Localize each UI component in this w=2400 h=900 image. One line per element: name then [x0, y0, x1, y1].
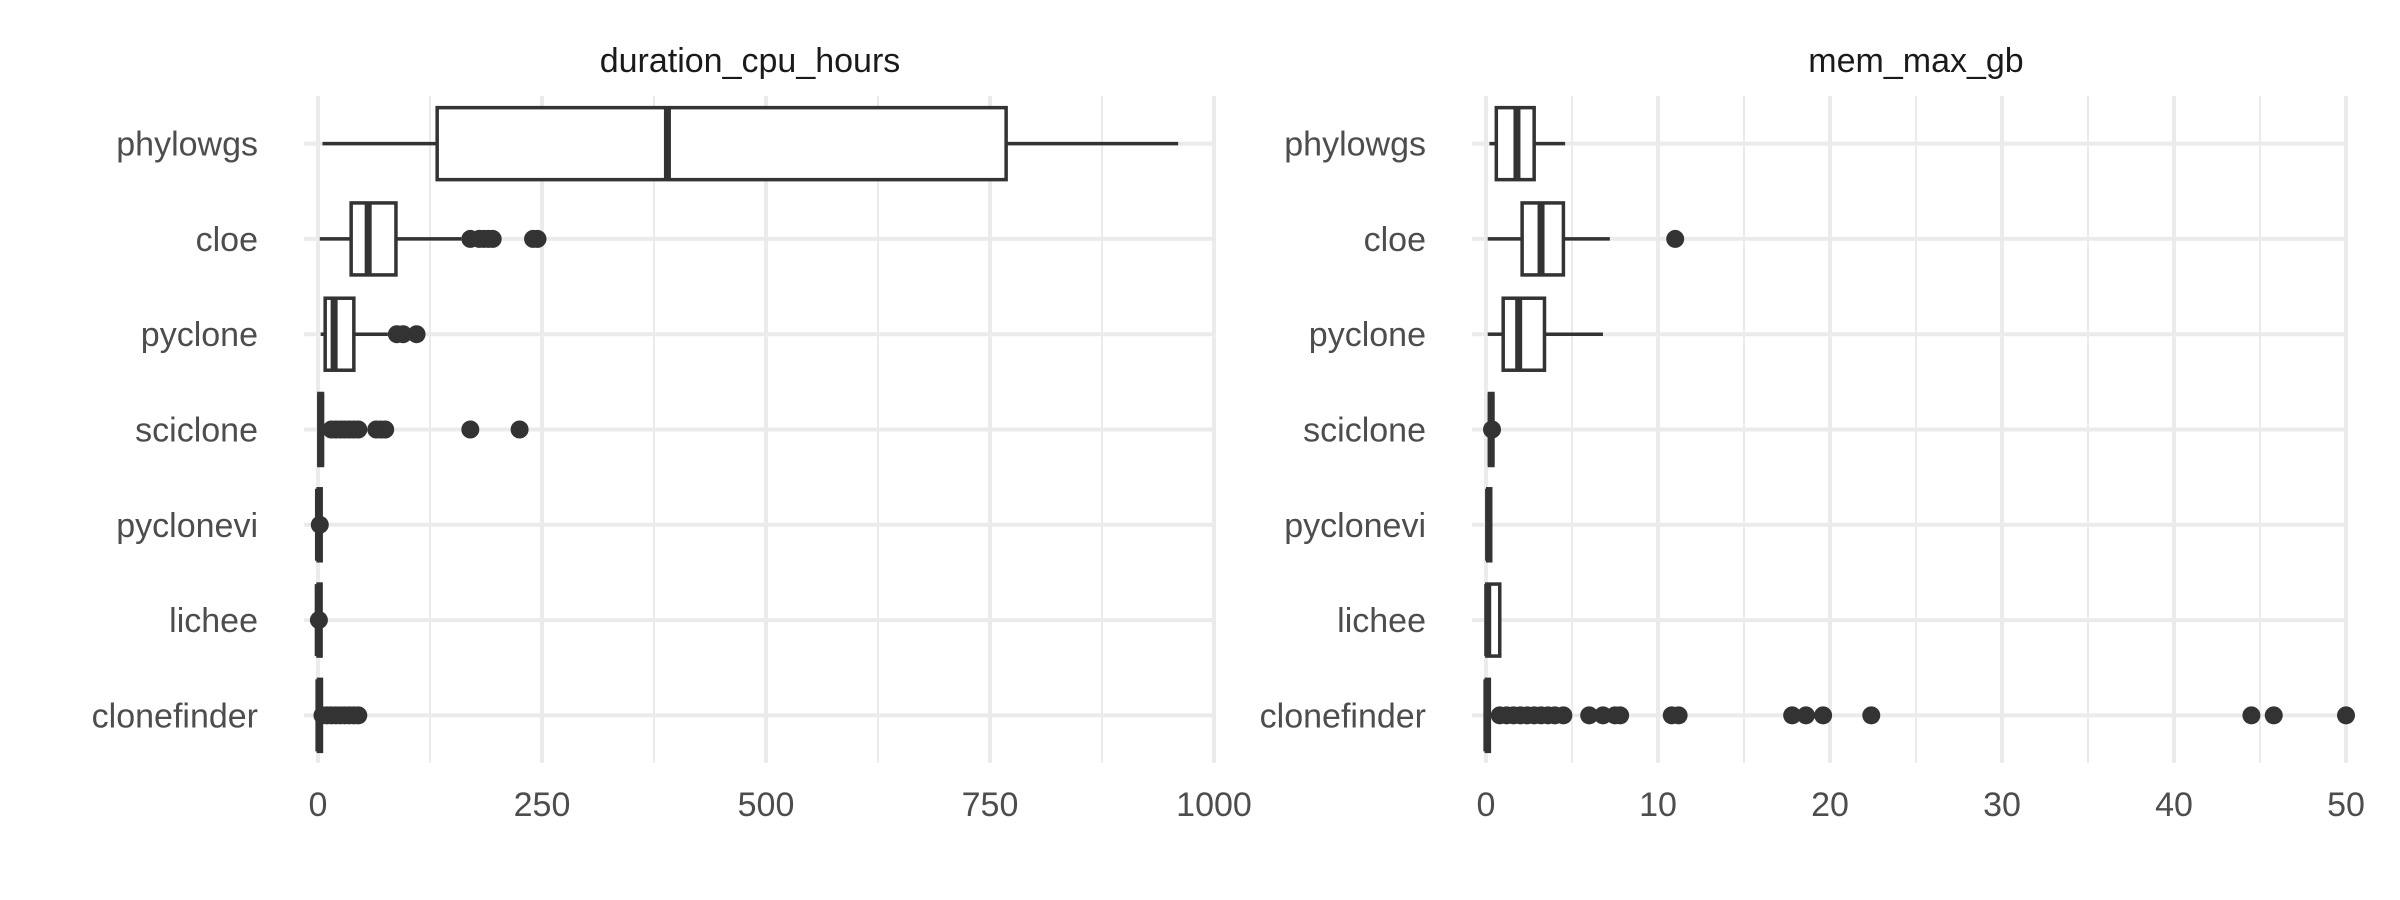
- y-tick-label: clonefinder: [92, 697, 258, 735]
- boxplot-sciclone: [1483, 391, 1502, 468]
- facet-title: mem_max_gb: [1808, 42, 2023, 80]
- x-tick-label: 750: [962, 786, 1019, 824]
- outlier-point: [1862, 706, 1881, 725]
- outlier-point: [2242, 706, 2261, 725]
- x-tick-label: 30: [1983, 786, 2021, 824]
- outlier-point: [2337, 706, 2355, 725]
- outlier-point: [1669, 706, 1688, 725]
- boxplot-pyclonevi: [1485, 487, 1493, 563]
- y-tick-label: lichee: [169, 602, 258, 640]
- box-iqr: [323, 296, 356, 372]
- box-iqr: [349, 201, 398, 277]
- x-tick-label: 40: [2155, 786, 2193, 824]
- outlier-point: [376, 420, 395, 439]
- x-tick-label: 10: [1639, 786, 1677, 824]
- outlier-point: [407, 325, 426, 344]
- outlier-point: [310, 515, 329, 534]
- y-tick-label: pyclonevi: [116, 507, 258, 545]
- outlier-point: [510, 420, 529, 439]
- x-tick-label: 1000: [1176, 786, 1252, 824]
- outlier-point: [528, 229, 547, 248]
- box-iqr: [435, 105, 1008, 182]
- facet-panel-0: duration_cpu_hours phylowgs cloe pyclone sci…: [92, 42, 1252, 824]
- boxplot-pyclone: [1487, 296, 1603, 372]
- y-tick-label: lichee: [1337, 602, 1426, 640]
- x-tick-label: 0: [309, 786, 328, 824]
- boxplot-lichee: [309, 582, 328, 658]
- x-tick-label: 0: [1477, 786, 1496, 824]
- boxplot-cloe: [319, 201, 547, 277]
- x-tick-label: 250: [514, 786, 571, 824]
- facet-panel-1: mem_max_gb phylowgs cloe pyclone sciclone pyc…: [1260, 42, 2365, 824]
- outlier-point: [1483, 420, 1502, 439]
- x-tick-label: 20: [1811, 786, 1849, 824]
- x-tick-label: 500: [738, 786, 795, 824]
- outlier-point: [1580, 706, 1599, 725]
- outlier-point: [309, 611, 328, 630]
- boxplot-phylowgs: [1489, 105, 1566, 182]
- boxplot-sciclone: [317, 391, 529, 468]
- x-tick-label: 50: [2327, 786, 2365, 824]
- outlier-point: [1796, 706, 1815, 725]
- boxplot-pyclonevi: [310, 487, 329, 563]
- outlier-point: [394, 325, 413, 344]
- boxplot-clonefinder: [313, 677, 368, 754]
- outlier-point: [1814, 706, 1833, 725]
- y-tick-label: cloe: [1364, 221, 1426, 259]
- y-tick-label: phylowgs: [1284, 126, 1426, 164]
- outlier-point: [1666, 229, 1685, 248]
- outlier-point: [2264, 706, 2283, 725]
- outlier-point: [1783, 706, 1802, 725]
- boxplot-clonefinder: [1483, 677, 2355, 754]
- y-tick-label: sciclone: [135, 412, 258, 450]
- boxplot-pyclone: [320, 296, 426, 372]
- y-tick-label: sciclone: [1303, 412, 1426, 450]
- outlier-point: [349, 420, 368, 439]
- outlier-point: [1554, 706, 1573, 725]
- boxplot-cloe: [1487, 201, 1685, 277]
- boxplot-lichee: [1484, 582, 1502, 658]
- y-tick-label: pyclonevi: [1284, 507, 1426, 545]
- outlier-point: [483, 229, 502, 248]
- box-iqr: [1501, 296, 1547, 372]
- outlier-point: [1611, 706, 1630, 725]
- y-tick-label: clonefinder: [1260, 697, 1426, 735]
- facet-title: duration_cpu_hours: [600, 42, 901, 80]
- y-tick-label: pyclone: [141, 316, 258, 354]
- y-tick-label: phylowgs: [116, 126, 258, 164]
- boxplot-phylowgs: [322, 105, 1179, 182]
- y-tick-label: cloe: [196, 221, 258, 259]
- y-tick-label: pyclone: [1309, 316, 1426, 354]
- outlier-point: [461, 420, 480, 439]
- outlier-point: [349, 706, 368, 725]
